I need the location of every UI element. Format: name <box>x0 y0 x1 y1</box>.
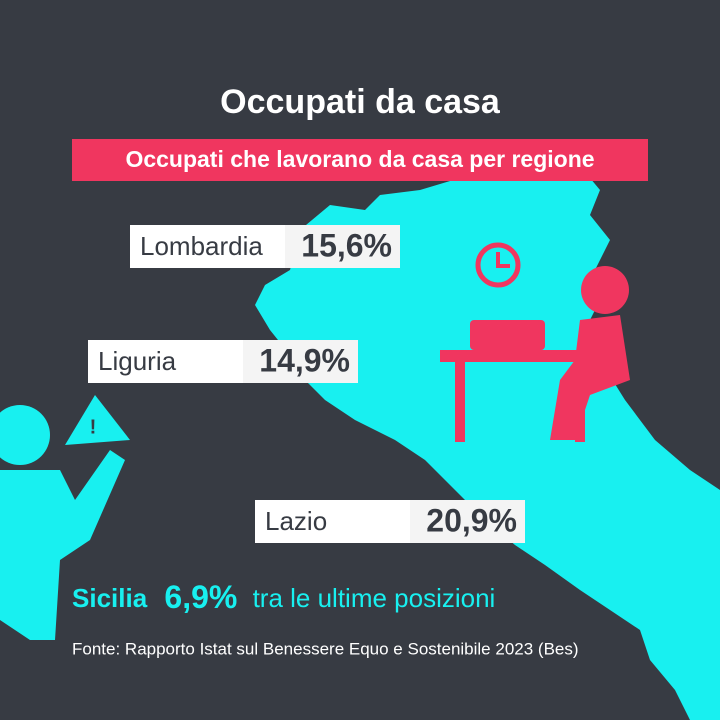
region-name: Lombardia <box>140 231 263 261</box>
title: Occupati da casa <box>220 83 501 121</box>
region-name: Liguria <box>98 346 177 376</box>
region-value: 20,9% <box>426 502 517 538</box>
subtitle-box <box>72 139 648 181</box>
warning-mark: ! <box>90 416 97 438</box>
label-value-box <box>243 340 358 383</box>
highlight-text: tra le ultime posizioni <box>253 583 496 613</box>
region-name: Lazio <box>265 506 327 536</box>
label-value-box <box>285 225 400 268</box>
label-name-box <box>88 340 243 383</box>
italy-map <box>255 165 720 720</box>
region-value: 15,6% <box>301 227 392 263</box>
source: Fonte: Rapporto Istat sul Benessere Equo… <box>72 639 579 658</box>
label-name-box <box>255 500 410 543</box>
subtitle: Occupati che lavorano da casa per region… <box>125 146 594 172</box>
region-value: 14,9% <box>259 342 350 378</box>
region-labels: Lombardia 15,6% Liguria 14,9% Lazio 20,9% <box>88 225 525 543</box>
person-icon <box>0 395 130 640</box>
worker-icon <box>440 242 630 442</box>
highlight-value: 6,9% <box>164 579 237 615</box>
label-value-box <box>410 500 525 543</box>
highlight-region: Sicilia <box>72 583 148 613</box>
label-name-box <box>130 225 285 268</box>
highlight-line: Sicilia 6,9% tra le ultime posizioni <box>72 579 495 615</box>
